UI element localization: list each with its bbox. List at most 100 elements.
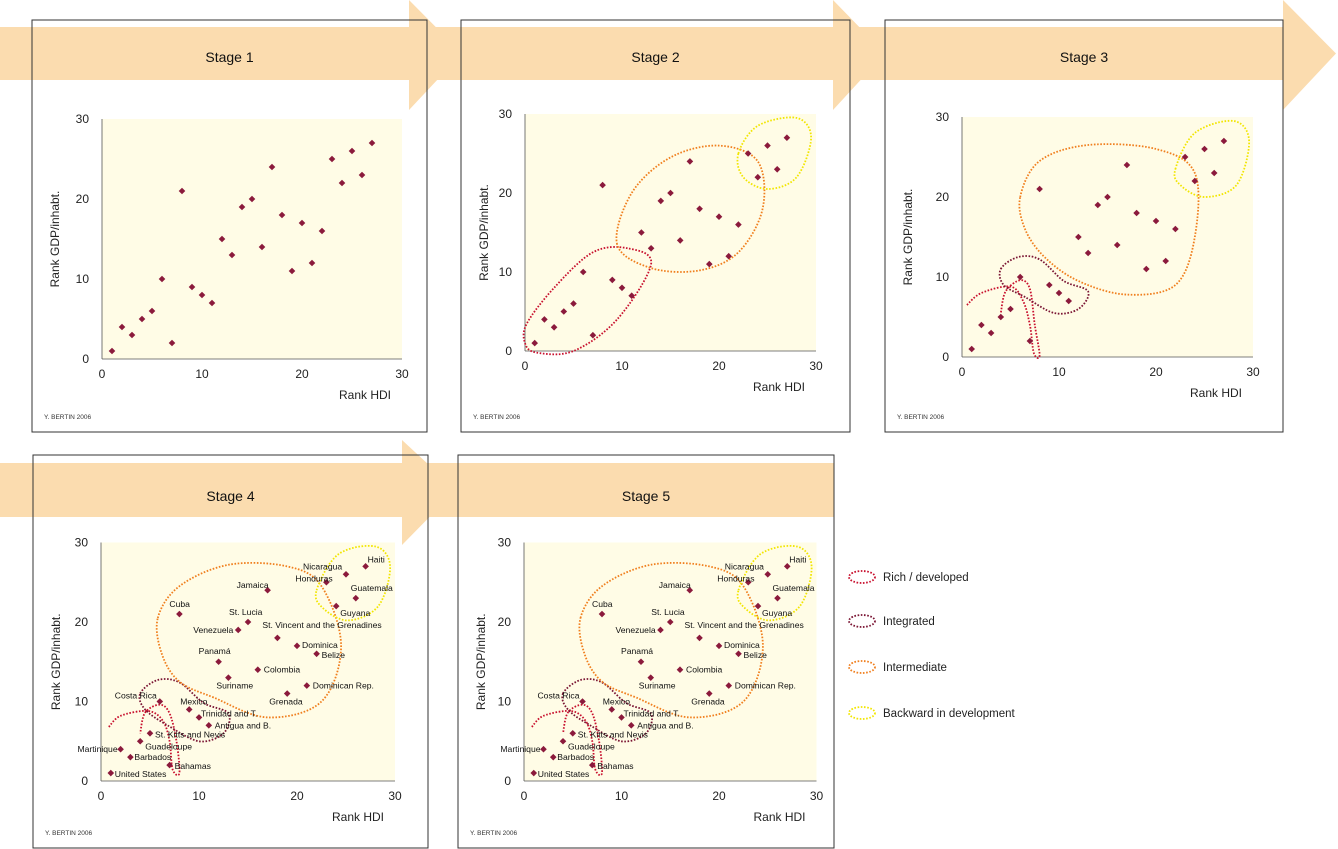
chart-frame	[457, 454, 835, 849]
group-outline-integrated	[138, 678, 231, 743]
data-point	[706, 260, 713, 268]
data-point	[1181, 153, 1189, 161]
stage-arrow-5	[0, 463, 834, 517]
data-point	[127, 753, 134, 761]
data-point	[244, 618, 252, 626]
legend-item-integrated: Integrated	[848, 614, 935, 628]
legend-label: Intermediate	[883, 662, 947, 674]
y-axis-label: Rank GDP/inhabt.	[474, 613, 488, 710]
data-point	[248, 195, 256, 203]
data-point	[1026, 337, 1034, 345]
data-point	[318, 227, 326, 235]
point-label: Trinidad and T.	[624, 708, 680, 718]
data-point	[598, 610, 606, 618]
data-point	[1113, 241, 1121, 249]
data-point	[264, 586, 271, 594]
data-point	[348, 147, 356, 155]
data-point	[338, 179, 346, 187]
x-axis-label: Rank HDI	[332, 810, 384, 824]
group-outline-intermediate	[615, 144, 766, 273]
data-point	[997, 313, 1005, 321]
group-outline-backward	[736, 544, 813, 622]
point-label: Nicaragua	[303, 561, 342, 571]
data-point	[1104, 193, 1111, 201]
data-point	[117, 745, 124, 753]
point-label: Cuba	[169, 599, 190, 609]
point-label: United States	[115, 769, 167, 779]
data-point	[178, 187, 186, 195]
group-outline-intermediate	[578, 561, 764, 719]
point-label: Dominican Rep.	[313, 681, 374, 691]
data-point	[218, 235, 226, 243]
point-label: Costa Rica	[115, 691, 157, 701]
point-label: Guadeloupe	[568, 741, 615, 751]
data-point	[358, 171, 366, 179]
data-point	[215, 658, 222, 666]
data-point	[128, 331, 136, 339]
y-tick-label: 0	[504, 774, 511, 788]
credit-label: Y. BERTIN 2006	[473, 414, 520, 421]
x-tick-label: 0	[521, 789, 528, 803]
legend-item-rich: Rich / developed	[848, 570, 969, 584]
data-point	[570, 300, 577, 307]
data-point	[283, 690, 291, 697]
point-label: Guatemala	[351, 583, 393, 593]
legend-swatch	[848, 660, 876, 674]
data-point	[696, 634, 703, 642]
data-point	[108, 347, 116, 355]
y-tick-label: 10	[498, 695, 512, 709]
data-point	[783, 563, 791, 570]
y-axis-label: Rank GDP/inhabt.	[901, 189, 915, 286]
point-label: Grenada	[269, 697, 303, 707]
data-point	[1191, 177, 1199, 185]
data-point	[715, 213, 723, 220]
data-point	[278, 211, 286, 219]
data-point	[530, 769, 538, 777]
data-point	[608, 706, 616, 713]
data-point	[313, 650, 320, 658]
data-point	[968, 345, 975, 353]
x-tick-label: 20	[712, 789, 726, 803]
chart-frame	[32, 454, 429, 849]
data-point	[328, 155, 336, 163]
x-tick-label: 10	[195, 367, 209, 381]
data-point	[978, 321, 985, 329]
point-label: Belize	[744, 650, 768, 660]
data-point	[205, 722, 213, 729]
point-label: Costa Rica	[537, 691, 579, 701]
data-point	[773, 166, 781, 173]
y-tick-label: 0	[505, 344, 512, 358]
data-point	[531, 339, 538, 347]
point-label: Barbados	[134, 752, 171, 762]
data-point	[560, 308, 568, 315]
data-point	[268, 163, 276, 171]
data-point	[609, 276, 616, 284]
y-tick-label: 10	[76, 272, 90, 286]
data-point	[599, 181, 606, 189]
data-point	[1210, 169, 1218, 177]
x-tick-label: 10	[615, 789, 629, 803]
data-point	[618, 284, 626, 292]
data-point	[148, 307, 156, 315]
data-point	[569, 730, 577, 737]
data-point	[589, 331, 597, 339]
point-label: Belize	[322, 650, 346, 660]
legend-label: Integrated	[883, 616, 935, 628]
data-point	[588, 761, 596, 769]
x-tick-label: 30	[1246, 365, 1260, 379]
data-point	[238, 203, 246, 211]
group-outline-integrated	[561, 678, 653, 743]
data-point	[323, 578, 330, 586]
point-label: Antigua and B.	[637, 720, 693, 730]
point-label: Cuba	[592, 599, 613, 609]
x-tick-label: 10	[192, 789, 206, 803]
data-point	[686, 158, 694, 165]
point-label: Honduras	[295, 573, 332, 583]
point-label: Antigua and B.	[215, 720, 271, 730]
point-label: St. Lucia	[229, 607, 263, 617]
data-point	[549, 753, 557, 761]
chart-stage-1: Stage 1 00 10 10 20 20 30 30 Rank HDI Rank GDP/in…	[31, 19, 428, 433]
x-tick-label: 10	[1052, 365, 1066, 379]
data-point	[138, 315, 146, 323]
point-label: Suriname	[639, 681, 676, 691]
